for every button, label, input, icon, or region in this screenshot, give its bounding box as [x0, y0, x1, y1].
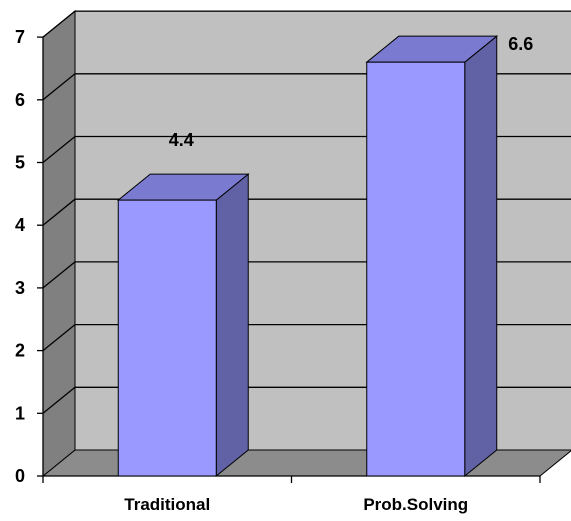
y-tick-label: 4 — [15, 215, 25, 235]
data-label: 6.6 — [508, 34, 533, 54]
y-tick-label: 5 — [15, 153, 25, 173]
bar — [116, 173, 250, 478]
bar — [365, 35, 499, 478]
bar-front — [366, 61, 466, 477]
data-label: 4.4 — [169, 130, 194, 150]
bar-side — [464, 35, 498, 478]
y-tick-label: 3 — [15, 278, 25, 298]
labels: 4.4 Traditional 6.6 Prob.Solving — [124, 34, 533, 514]
chart-side-wall — [42, 10, 76, 478]
y-tick-label: 7 — [15, 27, 25, 47]
y-tick-label: 0 — [15, 466, 25, 486]
gridline — [42, 10, 571, 38]
y-tick-label: 2 — [15, 341, 25, 361]
bars — [116, 35, 499, 478]
category-label: Traditional — [124, 495, 210, 514]
category-label: Prob.Solving — [363, 495, 468, 514]
y-tick-label: 6 — [15, 90, 25, 110]
bar-front — [117, 199, 217, 477]
bar-side — [215, 173, 249, 478]
y-tick-label: 1 — [15, 403, 25, 423]
